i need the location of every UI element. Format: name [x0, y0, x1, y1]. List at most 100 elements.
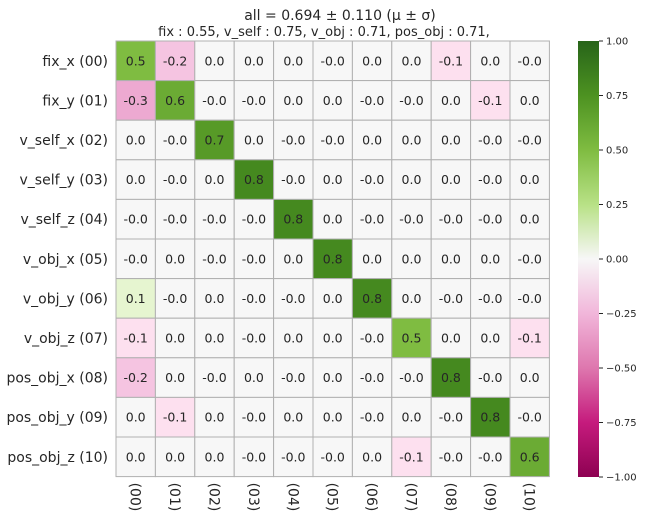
heatmap-cell-label: -0.0	[242, 212, 266, 227]
heatmap-cell	[312, 40, 353, 82]
heatmap-cell	[154, 317, 196, 359]
heatmap-cell-label: -0.0	[281, 370, 305, 385]
heatmap-cell-label: 0.1	[126, 291, 146, 306]
heatmap-cell-label: -0.0	[518, 291, 542, 306]
heatmap-cell	[154, 40, 196, 82]
heatmap-cell-label: 0.0	[165, 449, 185, 464]
heatmap-cell	[115, 436, 156, 478]
heatmap-cell-label: -0.0	[478, 291, 502, 306]
heatmap-cell	[233, 159, 275, 200]
heatmap-cell-label: -0.0	[202, 251, 226, 266]
col-tick-label: (09)	[481, 483, 497, 512]
heatmap-cell-label: 0.0	[323, 172, 343, 187]
colorbar-tick-label: 0.75	[606, 91, 628, 102]
heatmap-cell	[430, 198, 472, 240]
row-tick-label: v_obj_y (06)	[23, 291, 108, 307]
heatmap-cell-label: -0.0	[321, 133, 345, 148]
heatmap-cell	[351, 159, 393, 200]
heatmap-cell-label: 0.6	[520, 449, 540, 464]
heatmap-cell-label: 0.0	[441, 172, 461, 187]
heatmap-cell-label: 0.0	[520, 172, 540, 187]
row-tick-label: v_obj_x (05)	[23, 252, 108, 268]
heatmap-cell-label: -0.0	[281, 291, 305, 306]
heatmap-cell-label: 0.0	[205, 172, 225, 187]
heatmap-cell	[430, 278, 472, 319]
heatmap-cell-label: -0.0	[478, 172, 502, 187]
heatmap-cell-label: -0.1	[399, 449, 423, 464]
heatmap-cell-label: -0.0	[202, 370, 226, 385]
heatmap-cell-label: 0.0	[165, 251, 185, 266]
row-labels: fix_x (00) fix_y (01) v_self_x (02) v_self_…	[6, 54, 108, 466]
heatmap-cell-label: 0.0	[205, 410, 225, 425]
heatmap-cell	[470, 278, 511, 319]
heatmap-cell-label: 0.8	[480, 410, 500, 425]
chart-subtitle: fix : 0.55, v_self : 0.75, v_obj : 0.71,…	[158, 25, 490, 40]
heatmap-cell	[391, 396, 432, 438]
heatmap-cell-label: 0.6	[165, 93, 185, 108]
heatmap-cell	[391, 436, 432, 478]
heatmap-cell-label: 0.0	[441, 331, 461, 346]
heatmap-cell-label: 0.0	[323, 212, 343, 227]
heatmap-cell-labels: 0.5 -0.2 0.0 0.0 0.0 -0.0 0.0 0.0 -0.1 0.0 -0.0 -0.…	[124, 53, 542, 464]
heatmap-cell-label: 0.0	[283, 410, 303, 425]
colorbar-tick-label: 0.00	[606, 255, 628, 266]
heatmap-cell	[194, 198, 235, 240]
heatmap-cell	[391, 357, 432, 398]
heatmap-cell	[312, 317, 353, 359]
heatmap-cell-label: -0.0	[439, 291, 463, 306]
colorbar-tick-label: −0.25	[606, 309, 637, 320]
heatmap-cell-label: -0.0	[242, 410, 266, 425]
col-tick-label: (05)	[324, 483, 340, 512]
heatmap-cells	[115, 40, 550, 478]
heatmap-cell-label: -0.0	[439, 212, 463, 227]
heatmap-cell-label: 0.0	[402, 291, 422, 306]
heatmap-cell	[430, 119, 472, 161]
heatmap-cell-label: 0.0	[283, 331, 303, 346]
heatmap-cell	[273, 198, 314, 240]
row-tick-label: fix_x (00)	[42, 54, 108, 70]
heatmap-cell-label: 0.8	[441, 370, 461, 385]
heatmap-cell-label: 0.0	[480, 251, 500, 266]
heatmap-cell	[351, 198, 393, 240]
heatmap-cell	[351, 80, 393, 121]
row-tick-label: pos_obj_x (08)	[6, 371, 108, 387]
heatmap-cell-label: -0.0	[321, 53, 345, 68]
heatmap-cell-label: -0.0	[242, 331, 266, 346]
col-tick-label: (00)	[127, 483, 143, 512]
heatmap-cell-label: -0.0	[518, 133, 542, 148]
heatmap-cell-label: 0.8	[244, 172, 264, 187]
heatmap-cell-label: -0.0	[478, 133, 502, 148]
heatmap-cell	[470, 198, 511, 240]
heatmap-cell	[509, 396, 550, 438]
heatmap-cell	[509, 278, 550, 319]
heatmap-cell-label: -0.0	[242, 93, 266, 108]
heatmap-cell-label: -0.0	[163, 212, 187, 227]
heatmap-cell-label: -0.0	[439, 410, 463, 425]
colorbar-tick-label: 0.25	[606, 200, 628, 211]
heatmap-cell-label: 0.0	[520, 93, 540, 108]
heatmap-cell-label: 0.0	[441, 251, 461, 266]
heatmap-cell-label: 0.0	[402, 133, 422, 148]
heatmap-cell-label: 0.0	[244, 53, 264, 68]
heatmap-cell-label: -0.0	[518, 53, 542, 68]
heatmap-cell-label: 0.0	[283, 93, 303, 108]
heatmap-cell-label: -0.1	[518, 331, 542, 346]
heatmap-cell	[194, 159, 235, 200]
heatmap-cell-label: 0.0	[283, 251, 303, 266]
heatmap-cell	[391, 278, 432, 319]
heatmap-cell-label: 0.0	[165, 370, 185, 385]
heatmap-cell-label: -0.0	[360, 331, 384, 346]
heatmap-cell	[351, 119, 393, 161]
heatmap-cell-label: -0.0	[163, 291, 187, 306]
heatmap-cell-label: 0.0	[441, 93, 461, 108]
colorbar-tick-label: −0.50	[606, 364, 637, 375]
heatmap-cell	[273, 80, 314, 121]
heatmap-cell-label: 0.0	[402, 410, 422, 425]
heatmap-cell	[312, 278, 353, 319]
heatmap-cell	[273, 436, 314, 478]
heatmap-cell-label: 0.0	[205, 291, 225, 306]
heatmap-cell	[233, 278, 275, 319]
heatmap-cell	[194, 396, 235, 438]
heatmap-cell-label: 0.0	[520, 370, 540, 385]
heatmap-cell	[391, 80, 432, 121]
